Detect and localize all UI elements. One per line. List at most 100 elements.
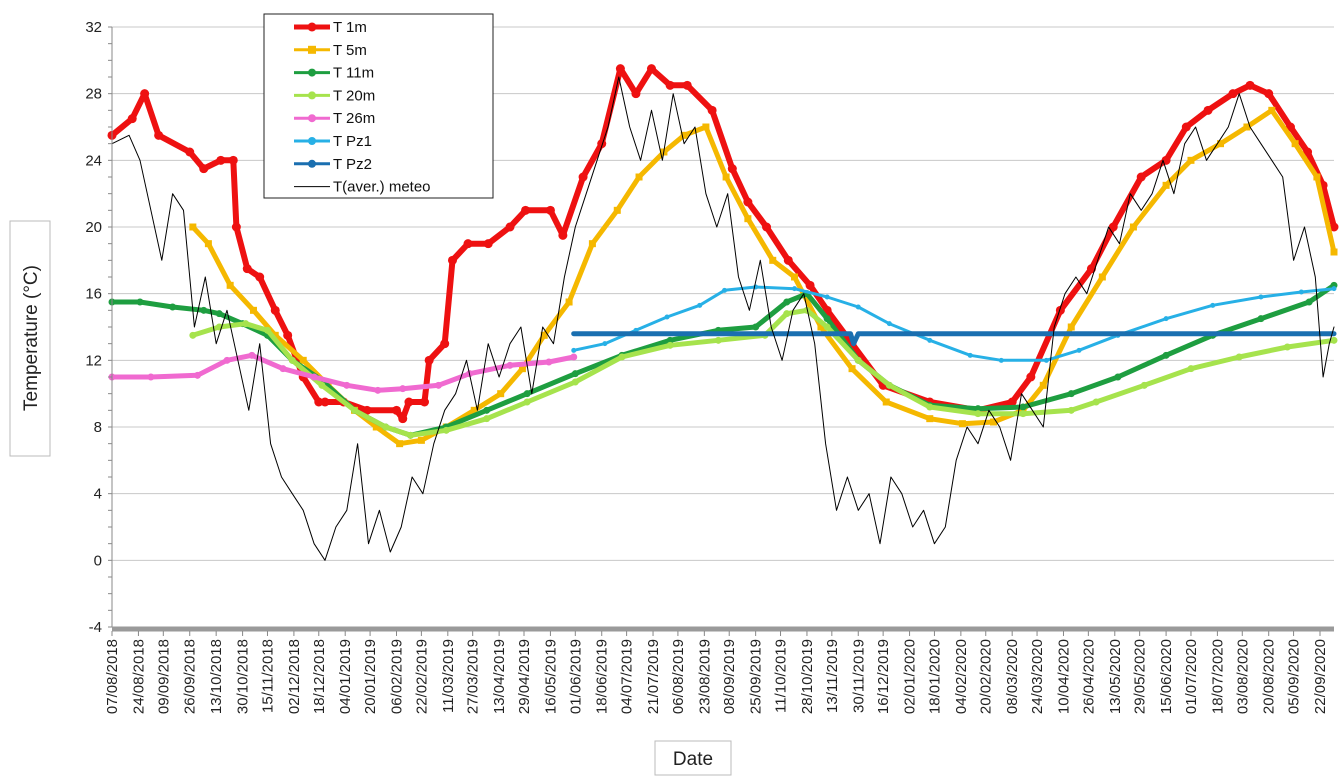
data-point	[248, 351, 256, 359]
y-tick-label: 0	[94, 552, 102, 569]
data-point	[1067, 406, 1075, 414]
x-tick-label: 18/07/2020	[1209, 639, 1226, 714]
data-point	[824, 294, 830, 300]
data-point	[565, 298, 573, 306]
x-tick-label: 24/03/2020	[1029, 639, 1046, 714]
data-point	[967, 352, 973, 358]
axis-titles: Temperature (°C) Date	[9, 220, 732, 776]
data-point	[1007, 397, 1017, 407]
data-point	[310, 373, 318, 381]
data-point	[216, 155, 226, 165]
data-point	[1108, 222, 1118, 232]
data-point	[666, 341, 674, 349]
data-point	[314, 397, 324, 407]
data-point	[242, 264, 252, 274]
data-point	[1210, 302, 1216, 308]
data-point	[1187, 156, 1195, 164]
y-tick-label: 12	[85, 352, 102, 369]
data-point	[722, 173, 730, 181]
data-point	[545, 205, 555, 215]
x-tick-label: 03/08/2020	[1234, 639, 1251, 714]
data-point	[434, 381, 442, 389]
data-point	[762, 222, 772, 232]
data-point	[374, 386, 382, 394]
data-point	[958, 420, 966, 428]
legend-swatch-marker	[308, 159, 316, 168]
legend-swatch-marker	[308, 91, 316, 100]
data-point	[279, 365, 287, 373]
x-tick-label: 08/09/2019	[721, 639, 738, 714]
data-point	[1163, 316, 1169, 322]
legend-swatch-marker	[307, 22, 317, 32]
data-point	[722, 287, 728, 293]
data-point	[318, 381, 326, 389]
data-point	[714, 336, 722, 344]
data-point	[226, 281, 234, 289]
data-point	[1331, 286, 1337, 292]
data-point	[974, 410, 982, 418]
data-point	[792, 286, 798, 292]
data-point	[1268, 106, 1276, 114]
y-tick-label: 16	[85, 286, 102, 303]
data-point	[1330, 336, 1338, 344]
data-point	[1076, 347, 1082, 353]
data-point	[299, 356, 307, 364]
data-point	[1258, 294, 1264, 300]
data-point	[1313, 173, 1321, 181]
data-point	[817, 323, 825, 331]
x-tick-label: 25/09/2019	[748, 639, 765, 714]
data-point	[518, 365, 526, 373]
legend-item: T Pz2	[294, 156, 372, 173]
data-point	[1055, 305, 1065, 315]
x-tick-label: 27/03/2019	[465, 639, 482, 714]
data-point	[483, 406, 491, 414]
data-point	[1092, 398, 1100, 406]
data-point	[407, 431, 415, 439]
data-point	[783, 255, 793, 265]
legend-swatch-marker	[308, 114, 316, 123]
data-point	[540, 331, 548, 339]
data-point	[1257, 315, 1265, 323]
x-tick-label: 26/09/2018	[182, 639, 199, 714]
x-tick-label: 13/11/2019	[824, 639, 841, 713]
data-point	[470, 406, 478, 414]
x-tick-label: 13/04/2019	[491, 639, 508, 714]
data-point	[702, 123, 710, 131]
data-point	[271, 331, 279, 339]
data-point	[417, 436, 425, 444]
x-axis-title: Date	[673, 749, 713, 770]
data-point	[506, 361, 514, 369]
data-point	[1228, 89, 1238, 99]
data-point	[1043, 357, 1049, 363]
data-point	[1187, 365, 1195, 373]
data-point	[926, 403, 934, 411]
data-point	[682, 80, 692, 90]
x-tick-label: 18/12/2018	[311, 639, 328, 714]
data-point	[382, 423, 390, 431]
series-line-t-pz2	[571, 331, 1337, 347]
x-tick-label: 04/07/2019	[619, 639, 636, 714]
y-axis-title: Temperature (°C)	[21, 265, 42, 411]
legend-swatch-marker	[308, 137, 316, 145]
y-axis-title-box	[9, 220, 51, 457]
legend-label: T Pz2	[333, 156, 372, 173]
data-point	[882, 398, 890, 406]
y-tick-label: -4	[89, 619, 102, 636]
x-tick-label: 29/04/2019	[516, 639, 533, 714]
data-point	[1019, 403, 1027, 411]
data-point	[885, 381, 893, 389]
data-point	[1098, 273, 1106, 281]
data-point	[743, 197, 753, 207]
legend: T 1m T 5m T 11m T 20m T 26m T Pz1 T Pz2 T(aver.…	[263, 13, 494, 199]
data-point	[727, 164, 737, 174]
data-point	[886, 321, 892, 327]
series-layer	[107, 64, 1339, 561]
data-point	[185, 147, 195, 157]
data-point	[665, 80, 675, 90]
data-point	[263, 326, 271, 334]
x-tick-label: 20/02/2020	[978, 639, 995, 714]
legend-label: T 11m	[333, 65, 374, 82]
data-point	[169, 303, 177, 311]
data-point	[1026, 372, 1036, 382]
data-point	[1243, 123, 1251, 131]
